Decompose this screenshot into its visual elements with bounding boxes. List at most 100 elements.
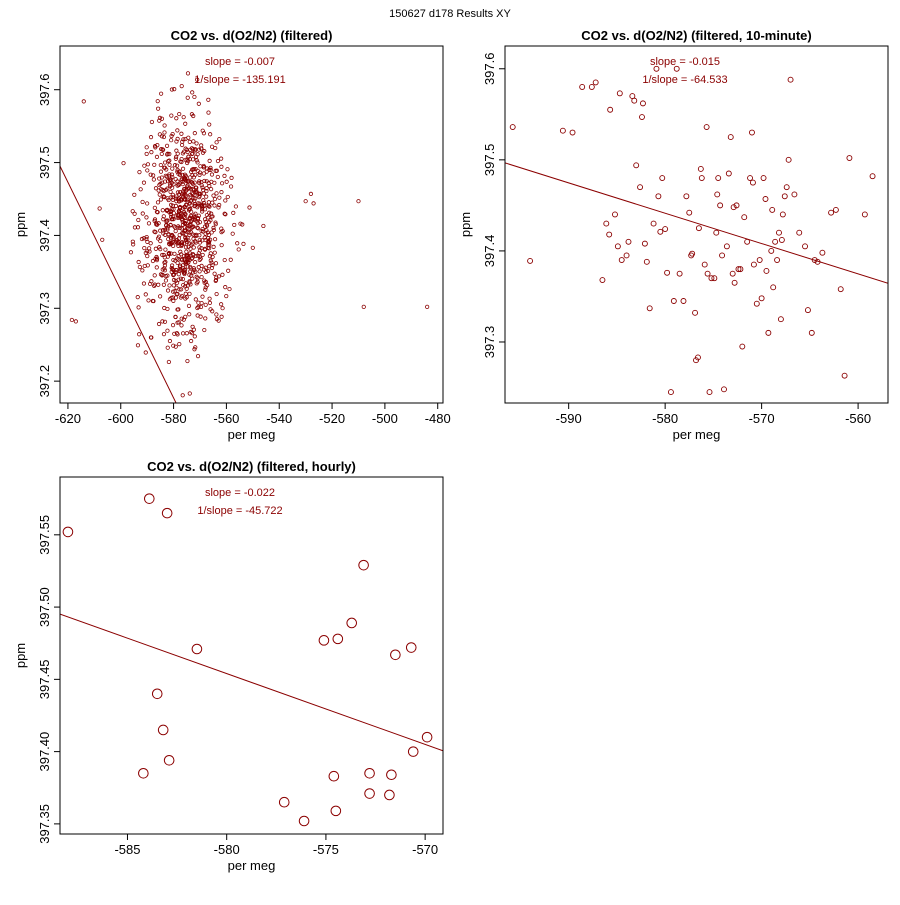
data-point bbox=[231, 210, 236, 215]
data-point bbox=[183, 121, 188, 126]
data-point bbox=[174, 194, 179, 199]
data-point bbox=[659, 175, 666, 182]
data-point bbox=[181, 266, 186, 271]
data-point bbox=[192, 94, 197, 100]
data-point bbox=[179, 131, 184, 136]
data-point bbox=[706, 389, 713, 396]
data-point bbox=[330, 805, 342, 817]
data-point bbox=[139, 236, 145, 242]
data-point bbox=[625, 238, 632, 245]
plot-frame bbox=[59, 45, 444, 404]
data-point bbox=[407, 746, 419, 757]
data-point bbox=[186, 303, 192, 308]
data-point bbox=[169, 133, 174, 139]
data-point bbox=[184, 178, 189, 183]
data-point bbox=[171, 283, 176, 288]
data-point bbox=[214, 140, 219, 145]
data-point bbox=[201, 198, 206, 203]
data-point bbox=[219, 164, 224, 169]
data-point bbox=[346, 617, 358, 629]
data-point bbox=[753, 300, 760, 307]
data-point bbox=[224, 179, 229, 184]
data-point bbox=[177, 172, 183, 178]
y-tick-label: 397.4 bbox=[482, 235, 497, 268]
data-point bbox=[169, 113, 174, 118]
data-point bbox=[181, 270, 186, 275]
data-point bbox=[195, 152, 200, 157]
data-point bbox=[298, 815, 310, 827]
data-point bbox=[171, 298, 176, 303]
data-point bbox=[182, 220, 187, 226]
data-point bbox=[203, 219, 208, 224]
data-point bbox=[328, 770, 340, 782]
data-point bbox=[144, 493, 155, 504]
data-point bbox=[185, 358, 190, 364]
data-point bbox=[680, 298, 687, 304]
data-point bbox=[180, 257, 185, 263]
x-tick-label: -570 bbox=[412, 842, 438, 857]
data-point bbox=[142, 245, 147, 251]
data-point bbox=[204, 269, 209, 275]
data-point bbox=[179, 178, 184, 183]
data-point bbox=[159, 151, 164, 157]
data-point bbox=[188, 222, 193, 227]
data-point bbox=[219, 181, 225, 186]
data-point bbox=[756, 257, 763, 263]
data-point bbox=[219, 302, 224, 307]
data-point bbox=[762, 196, 769, 202]
data-point bbox=[157, 118, 162, 123]
data-point bbox=[165, 288, 171, 293]
data-point bbox=[204, 186, 209, 191]
data-point bbox=[156, 282, 161, 287]
data-point bbox=[160, 272, 165, 277]
data-point bbox=[216, 274, 221, 279]
data-point bbox=[192, 131, 197, 136]
data-point bbox=[187, 312, 192, 317]
data-point bbox=[199, 274, 204, 280]
data-point bbox=[202, 224, 208, 229]
data-point bbox=[778, 237, 785, 243]
data-point bbox=[195, 160, 200, 165]
data-point bbox=[209, 260, 214, 265]
data-point bbox=[146, 221, 152, 226]
data-point bbox=[787, 76, 794, 83]
data-point bbox=[202, 278, 207, 283]
data-point bbox=[200, 209, 205, 214]
data-point bbox=[158, 294, 163, 299]
data-point bbox=[213, 145, 218, 151]
data-point bbox=[698, 175, 705, 182]
data-point bbox=[612, 211, 618, 218]
data-point bbox=[209, 172, 215, 177]
data-point bbox=[181, 317, 186, 322]
data-point bbox=[219, 314, 224, 319]
data-point bbox=[779, 211, 786, 218]
data-point bbox=[749, 179, 756, 186]
data-point bbox=[174, 139, 179, 144]
data-point bbox=[206, 200, 211, 205]
chart-title: CO2 vs. d(O2/N2) (filtered) bbox=[171, 28, 333, 43]
data-points bbox=[509, 65, 876, 396]
data-point bbox=[177, 204, 183, 210]
data-point bbox=[151, 177, 156, 182]
data-point bbox=[361, 304, 366, 309]
data-point bbox=[188, 269, 193, 274]
data-point bbox=[167, 242, 172, 247]
data-point bbox=[183, 281, 188, 286]
data-point bbox=[180, 276, 186, 282]
data-point bbox=[181, 137, 186, 142]
y-tick-label: 397.3 bbox=[482, 326, 497, 359]
data-point bbox=[183, 202, 189, 207]
data-point bbox=[190, 90, 195, 95]
data-point bbox=[695, 225, 702, 232]
data-point bbox=[196, 101, 201, 106]
data-point bbox=[167, 158, 172, 163]
data-point bbox=[197, 245, 202, 250]
data-point bbox=[135, 295, 140, 300]
data-point bbox=[137, 170, 142, 175]
data-point bbox=[152, 229, 157, 234]
data-point bbox=[136, 217, 141, 223]
data-point bbox=[144, 151, 149, 157]
data-point bbox=[217, 202, 222, 208]
x-tick-label: -540 bbox=[266, 411, 292, 426]
data-point bbox=[189, 242, 194, 248]
